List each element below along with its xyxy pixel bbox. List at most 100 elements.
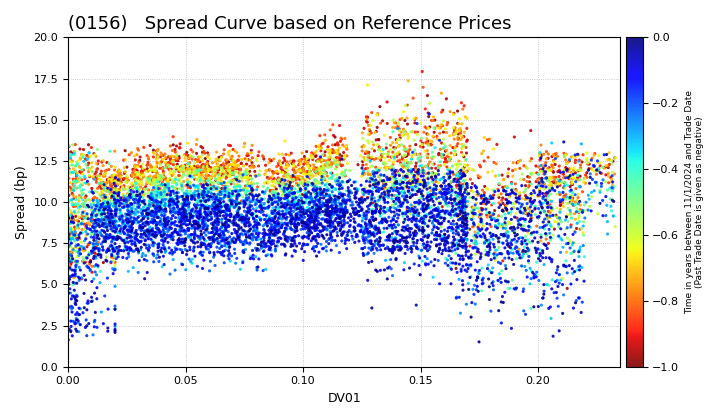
Point	[451, 295, 462, 302]
Point	[185, 236, 197, 242]
Point	[221, 205, 233, 212]
Point	[125, 223, 137, 230]
Point	[510, 199, 522, 205]
Point	[282, 186, 293, 193]
Point	[201, 192, 212, 199]
Point	[282, 185, 293, 192]
Point	[553, 233, 564, 239]
Point	[485, 223, 497, 230]
Point	[402, 179, 414, 186]
Point	[336, 183, 348, 190]
Point	[455, 222, 467, 229]
Point	[479, 232, 490, 239]
Point	[549, 154, 560, 160]
Point	[379, 160, 391, 167]
Point	[288, 167, 300, 174]
Point	[486, 210, 498, 216]
Point	[560, 257, 572, 264]
Point	[457, 209, 469, 215]
Point	[429, 215, 441, 222]
Point	[105, 213, 117, 220]
Point	[125, 190, 137, 197]
Point	[388, 239, 400, 245]
Point	[451, 240, 463, 247]
Point	[439, 234, 451, 241]
Point	[109, 197, 120, 204]
Point	[384, 223, 396, 230]
Point	[343, 197, 355, 204]
Point	[247, 191, 258, 197]
Point	[427, 198, 438, 205]
Point	[112, 191, 124, 198]
Point	[452, 192, 464, 199]
Point	[276, 211, 288, 218]
Point	[240, 231, 251, 237]
Point	[316, 157, 328, 163]
Point	[68, 272, 80, 279]
Point	[434, 187, 446, 194]
Point	[89, 230, 101, 237]
Point	[401, 115, 413, 121]
Point	[404, 194, 415, 201]
Point	[122, 228, 134, 235]
Point	[379, 184, 390, 191]
Point	[497, 184, 508, 191]
Point	[332, 150, 343, 157]
Point	[104, 221, 115, 228]
Point	[525, 195, 536, 202]
Point	[127, 166, 139, 173]
Point	[229, 176, 240, 183]
Point	[183, 207, 194, 213]
Point	[418, 207, 430, 213]
Point	[455, 130, 467, 136]
Point	[189, 194, 201, 200]
Point	[199, 166, 211, 173]
Point	[383, 233, 395, 239]
Point	[432, 136, 444, 142]
Point	[438, 227, 450, 234]
Point	[108, 189, 120, 196]
Point	[407, 192, 418, 199]
Point	[225, 171, 237, 178]
Point	[545, 197, 557, 204]
Point	[68, 287, 80, 294]
Point	[274, 168, 286, 175]
Point	[297, 191, 308, 198]
Point	[369, 180, 380, 186]
Point	[329, 197, 341, 203]
Point	[261, 212, 273, 218]
Point	[441, 147, 452, 154]
Point	[564, 158, 575, 164]
Point	[486, 195, 498, 202]
Point	[465, 252, 477, 258]
Point	[66, 200, 78, 206]
Point	[210, 164, 222, 171]
Point	[166, 249, 178, 255]
Point	[293, 232, 305, 239]
Point	[560, 192, 572, 198]
Point	[258, 200, 270, 207]
Point	[150, 200, 162, 207]
Point	[149, 219, 161, 226]
Point	[297, 178, 308, 184]
Point	[66, 187, 77, 194]
Point	[374, 234, 385, 241]
Point	[178, 213, 189, 220]
Point	[315, 191, 326, 198]
Point	[483, 242, 495, 249]
Point	[167, 208, 179, 215]
Point	[109, 211, 121, 218]
Point	[426, 175, 438, 182]
Point	[356, 186, 368, 193]
Point	[197, 164, 208, 171]
Point	[155, 228, 166, 235]
Point	[398, 191, 410, 198]
Point	[170, 201, 181, 207]
Point	[137, 234, 148, 241]
Point	[346, 199, 358, 205]
Point	[189, 187, 201, 194]
Point	[397, 201, 408, 208]
Point	[375, 203, 387, 210]
Point	[63, 197, 75, 204]
Point	[424, 243, 436, 250]
